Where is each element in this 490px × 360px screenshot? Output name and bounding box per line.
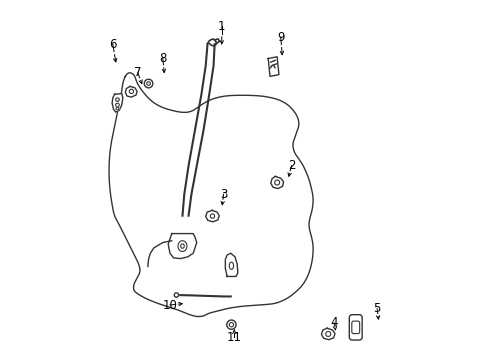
Polygon shape — [270, 176, 284, 189]
Text: 4: 4 — [331, 316, 338, 329]
Text: 8: 8 — [159, 52, 167, 65]
Circle shape — [147, 82, 150, 85]
Polygon shape — [321, 328, 335, 340]
Circle shape — [275, 180, 280, 185]
Polygon shape — [268, 57, 279, 76]
Text: 7: 7 — [134, 66, 142, 79]
Text: 3: 3 — [220, 188, 227, 201]
Polygon shape — [125, 86, 137, 97]
Polygon shape — [168, 234, 197, 258]
Text: 9: 9 — [277, 31, 285, 44]
Circle shape — [227, 320, 236, 329]
Circle shape — [116, 98, 119, 102]
Polygon shape — [112, 94, 123, 112]
Text: 10: 10 — [163, 298, 177, 311]
Circle shape — [144, 79, 153, 88]
Circle shape — [129, 89, 134, 94]
Circle shape — [326, 332, 331, 337]
Text: 2: 2 — [288, 159, 295, 172]
Circle shape — [229, 323, 234, 327]
Circle shape — [116, 103, 119, 107]
FancyBboxPatch shape — [352, 321, 360, 334]
FancyBboxPatch shape — [349, 315, 362, 340]
Circle shape — [174, 293, 178, 297]
Circle shape — [210, 214, 215, 218]
Circle shape — [116, 107, 119, 110]
Polygon shape — [225, 253, 238, 276]
Text: 11: 11 — [227, 331, 242, 344]
Polygon shape — [206, 210, 220, 222]
Text: 5: 5 — [373, 302, 381, 315]
Text: 1: 1 — [218, 20, 225, 33]
Text: 6: 6 — [109, 38, 117, 51]
